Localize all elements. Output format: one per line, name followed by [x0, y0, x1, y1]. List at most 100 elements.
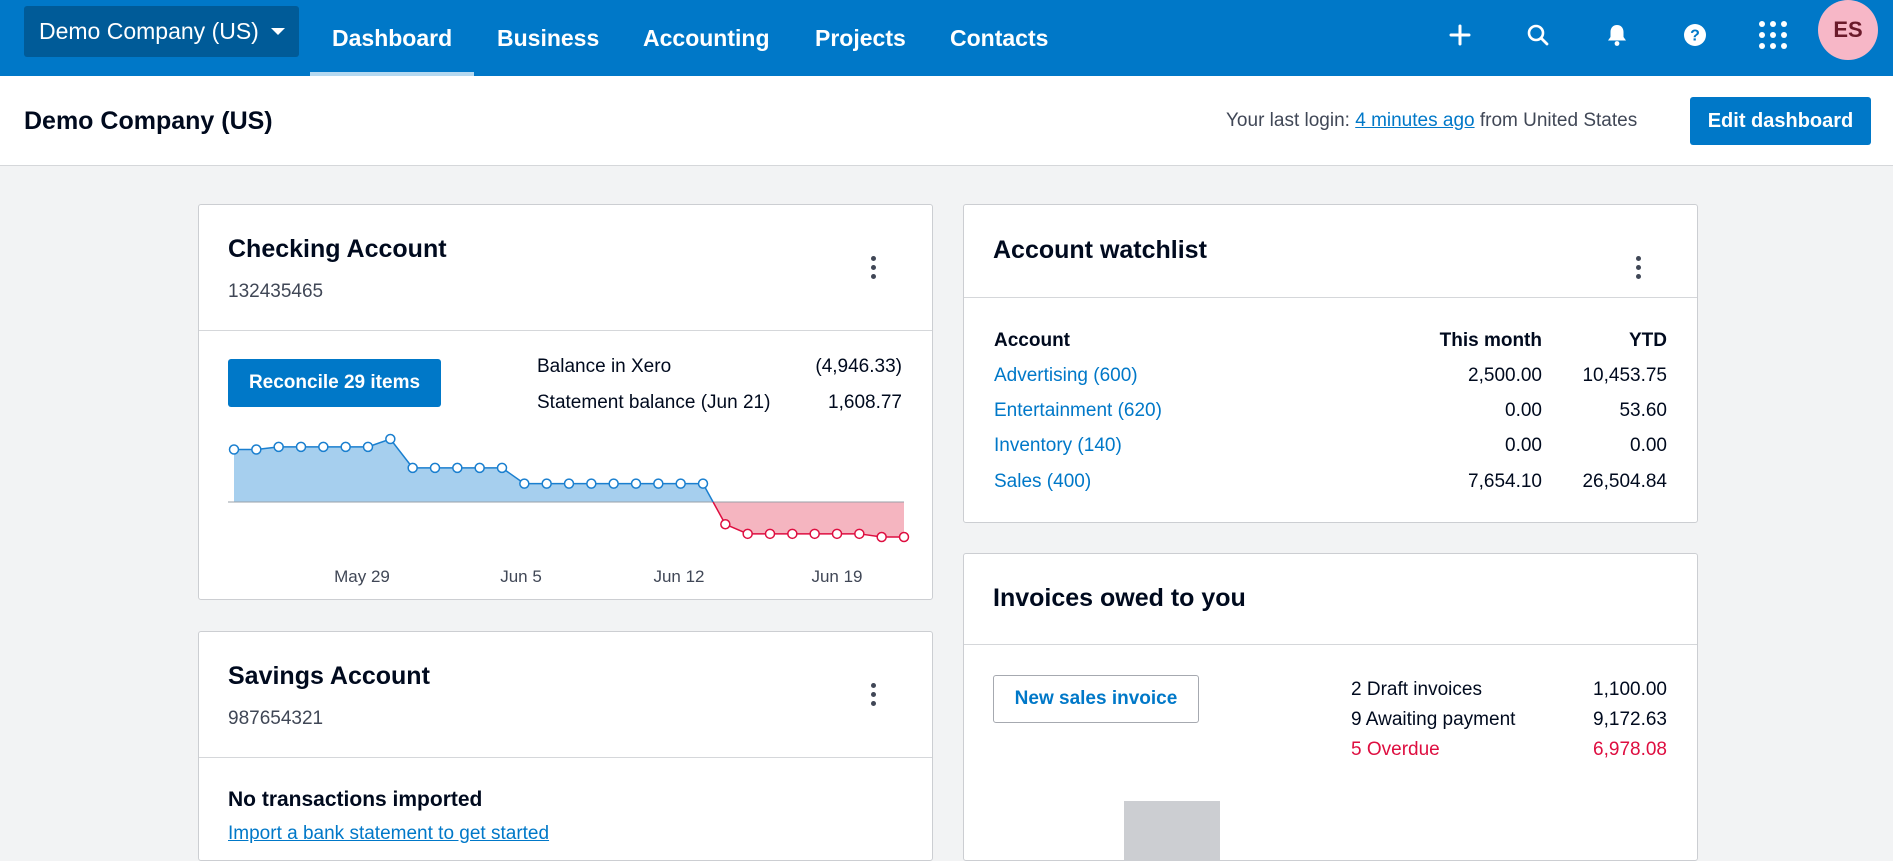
empty-state-title: No transactions imported: [228, 788, 483, 811]
balance-value: (4,946.33): [815, 356, 902, 377]
chart-data-point[interactable]: [764, 528, 776, 540]
chart-data-point[interactable]: [831, 528, 843, 540]
balance-chart: May 29 Jun 5 Jun 12 Jun 19: [228, 433, 910, 586]
divider: [199, 757, 932, 758]
caret-down-icon: [270, 28, 285, 35]
chart-data-point[interactable]: [519, 478, 530, 489]
this-month-value: 0.00: [1505, 435, 1542, 456]
invoice-status-amount: 6,978.08: [1593, 739, 1667, 760]
top-navigation: Demo Company (US) Dashboard Business Acc…: [0, 0, 1893, 76]
more-options-icon[interactable]: [858, 249, 888, 285]
ytd-value: 53.60: [1619, 400, 1667, 421]
chart-data-point[interactable]: [385, 433, 396, 445]
tab-contacts[interactable]: Contacts: [950, 24, 1049, 51]
chart-data-point[interactable]: [787, 528, 798, 540]
account-link[interactable]: Entertainment (620): [994, 400, 1162, 421]
invoice-status-label[interactable]: 2 Draft invoices: [1351, 679, 1482, 700]
chart-data-point[interactable]: [653, 478, 664, 489]
apps-grid-icon[interactable]: [1752, 14, 1794, 56]
tab-projects[interactable]: Projects: [815, 24, 906, 51]
chart-data-point[interactable]: [854, 528, 865, 540]
chart-data-point[interactable]: [586, 478, 597, 489]
chart-data-point[interactable]: [898, 531, 910, 543]
page-header: Demo Company (US) Your last login: 4 min…: [0, 76, 1893, 166]
chart-data-point[interactable]: [742, 528, 753, 540]
page-title: Demo Company (US): [24, 107, 273, 135]
plus-icon[interactable]: [1439, 14, 1481, 56]
invoice-status-label[interactable]: 9 Awaiting payment: [1351, 709, 1516, 730]
invoice-status-label[interactable]: 5 Overdue: [1351, 739, 1440, 760]
invoice-status-amount: 9,172.63: [1593, 709, 1667, 730]
last-login-link[interactable]: 4 minutes ago: [1355, 110, 1475, 131]
chart-data-point[interactable]: [563, 478, 575, 489]
account-link[interactable]: Inventory (140): [994, 435, 1122, 456]
edit-dashboard-button[interactable]: Edit dashboard: [1690, 97, 1871, 145]
chart-data-point[interactable]: [295, 441, 307, 453]
statement-value: 1,608.77: [828, 392, 902, 413]
account-link[interactable]: Advertising (600): [994, 365, 1138, 386]
user-avatar[interactable]: ES: [1818, 0, 1878, 60]
x-tick-label: Jun 5: [500, 567, 542, 586]
x-tick-label: Jun 19: [811, 567, 862, 586]
this-month-value: 7,654.10: [1468, 471, 1542, 492]
card-title: Invoices owed to you: [993, 584, 1246, 612]
ytd-value: 0.00: [1630, 435, 1667, 456]
bell-icon[interactable]: [1596, 14, 1638, 56]
account-number: 987654321: [228, 708, 324, 729]
last-login-text: Your last login: 4 minutes ago from Unit…: [1226, 110, 1638, 131]
this-month-value: 0.00: [1505, 400, 1542, 421]
more-options-icon[interactable]: [858, 676, 888, 712]
chart-data-point[interactable]: [876, 531, 887, 543]
chart-data-point[interactable]: [630, 478, 642, 489]
card-title: Account watchlist: [993, 236, 1207, 264]
search-icon[interactable]: [1517, 14, 1559, 56]
divider: [199, 330, 932, 331]
column-header-ytd: YTD: [1629, 330, 1667, 351]
chart-data-point[interactable]: [809, 528, 820, 540]
chart-data-point[interactable]: [720, 519, 731, 530]
x-tick-label: Jun 12: [653, 567, 704, 586]
chart-data-point[interactable]: [340, 441, 351, 453]
chart-data-point[interactable]: [675, 478, 686, 489]
ytd-value: 26,504.84: [1582, 471, 1667, 492]
negative-balance-line: [712, 501, 904, 538]
chart-data-point[interactable]: [251, 444, 262, 455]
savings-account-card: Savings Account 987654321 No transaction…: [198, 631, 933, 861]
more-options-icon[interactable]: [1623, 249, 1653, 285]
help-icon[interactable]: ?: [1674, 14, 1716, 56]
column-header-this-month: This month: [1439, 330, 1542, 351]
column-header-account: Account: [994, 330, 1070, 351]
x-tick-label: May 29: [334, 567, 390, 586]
chart-data-point[interactable]: [541, 478, 552, 489]
tab-accounting[interactable]: Accounting: [643, 24, 770, 51]
account-link[interactable]: Sales (400): [994, 471, 1092, 492]
statement-label: Statement balance (Jun 21): [537, 392, 771, 413]
invoice-status-amount: 1,100.00: [1593, 679, 1667, 700]
svg-text:?: ?: [1690, 28, 1700, 45]
divider: [964, 644, 1697, 645]
balance-label: Balance in Xero: [537, 356, 672, 377]
organization-switcher[interactable]: Demo Company (US): [24, 6, 299, 57]
account-watchlist-card: Account watchlist Account This month YTD…: [963, 204, 1698, 523]
chart-data-point[interactable]: [362, 441, 374, 453]
chart-data-point[interactable]: [318, 441, 329, 453]
chart-data-point[interactable]: [496, 462, 508, 474]
this-month-value: 2,500.00: [1468, 365, 1542, 386]
tab-dashboard[interactable]: Dashboard: [310, 0, 475, 76]
negative-balance-area: [713, 502, 904, 537]
chart-data-point[interactable]: [452, 462, 463, 474]
tab-business[interactable]: Business: [497, 24, 600, 51]
chart-data-point[interactable]: [228, 444, 240, 455]
chart-data-point[interactable]: [697, 478, 709, 489]
checking-account-card: Checking Account 132435465 Reconcile 29 …: [198, 204, 933, 600]
new-sales-invoice-button[interactable]: New sales invoice: [993, 675, 1199, 723]
chart-data-point[interactable]: [407, 462, 418, 474]
chart-data-point[interactable]: [273, 441, 284, 453]
import-statement-link[interactable]: Import a bank statement to get started: [228, 823, 550, 844]
reconcile-button[interactable]: Reconcile 29 items: [228, 359, 441, 407]
card-title: Savings Account: [228, 662, 430, 690]
invoices-owed-card: Invoices owed to you New sales invoice 2…: [963, 553, 1698, 861]
chart-data-point[interactable]: [474, 462, 485, 474]
chart-data-point[interactable]: [608, 478, 619, 489]
chart-data-point[interactable]: [429, 462, 441, 474]
